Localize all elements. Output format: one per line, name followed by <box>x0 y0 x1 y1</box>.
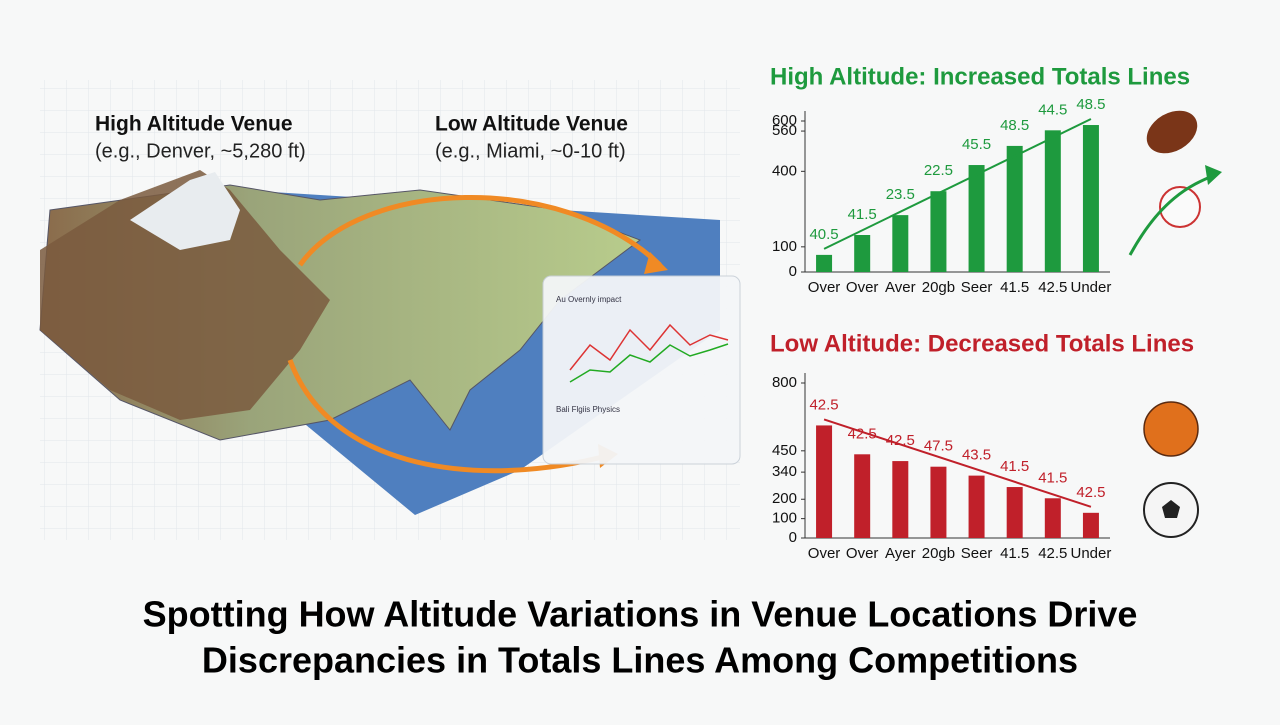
basketball-icon <box>1143 401 1199 457</box>
y-tick-label: 340 <box>772 463 797 480</box>
sport-icons <box>1128 110 1222 538</box>
bar <box>968 475 985 538</box>
x-tick-label: 41.5 <box>1000 545 1029 562</box>
snow <box>130 172 240 250</box>
x-tick-label: Over <box>846 279 879 296</box>
arrow-head <box>1205 165 1222 185</box>
chart-title: High Altitude: Increased Totals Lines <box>770 63 1190 90</box>
bar-annotation: 41.5 <box>1000 458 1029 475</box>
x-tick-label: Over <box>846 545 879 562</box>
map-note: (e.g., Denver, ~5,280 ft) <box>95 140 306 162</box>
bar <box>968 165 985 272</box>
arrow <box>297 195 662 267</box>
soccer-patch <box>1162 500 1180 518</box>
x-tick-label: Seer <box>961 279 993 296</box>
trend-arrow <box>823 418 1092 508</box>
y-tick-label: 400 <box>772 162 797 179</box>
bar-annotation: 45.5 <box>962 136 991 153</box>
bar <box>930 466 947 538</box>
y-tick-label: 800 <box>772 374 797 391</box>
bar-annotation: 41.5 <box>1038 469 1067 486</box>
headline: Discrepancies in Totals Lines Among Comp… <box>202 640 1078 681</box>
football-icon <box>1146 110 1198 154</box>
map-label: Low Altitude Venue <box>435 113 628 136</box>
x-tick-label: Under <box>1071 279 1112 296</box>
bar <box>1044 130 1061 272</box>
bar-annotation: 42.5 <box>886 432 915 449</box>
bar-annotation: 47.5 <box>924 438 953 455</box>
map-label: High Altitude Venue <box>95 113 293 136</box>
x-tick-label: 41.5 <box>1000 279 1029 296</box>
bar <box>930 191 947 272</box>
headline: Spotting How Altitude Variations in Venu… <box>143 594 1138 635</box>
y-tick-label: 560 <box>772 122 797 139</box>
bar <box>1044 498 1061 538</box>
bar-annotation: 40.5 <box>809 226 838 243</box>
panel-heading: Au Overnly impact <box>556 295 622 304</box>
bar <box>854 454 871 538</box>
map-note: (e.g., Miami, ~0-10 ft) <box>435 140 626 162</box>
bar-annotation: 23.5 <box>886 186 915 203</box>
bar <box>1006 145 1023 272</box>
trend-arrow <box>823 118 1092 250</box>
y-tick-label: 0 <box>789 529 797 546</box>
panel-section: Bali Flgiis Physics <box>556 405 620 414</box>
bar-annotation: 48.5 <box>1076 96 1105 113</box>
chart-title: Low Altitude: Decreased Totals Lines <box>770 330 1194 357</box>
bar-annotation: 48.5 <box>1000 117 1029 134</box>
bar-annotation: 41.5 <box>848 206 877 223</box>
x-tick-label: Under <box>1071 545 1112 562</box>
bar <box>1082 512 1099 538</box>
map-illustration: Au Overnly impact Bali Flgiis Physics Hi… <box>39 80 741 540</box>
bar <box>854 235 871 272</box>
y-tick-label: 600 <box>772 112 797 129</box>
bar <box>892 461 909 538</box>
bar <box>1006 487 1023 538</box>
bar-annotation: 22.5 <box>924 162 953 179</box>
x-tick-label: Over <box>808 279 841 296</box>
mountains <box>40 170 330 420</box>
bar-annotation: 44.5 <box>1038 101 1067 118</box>
x-tick-label: Aver <box>885 279 916 296</box>
baseball-icon <box>1159 186 1201 228</box>
arrow-head <box>644 252 668 274</box>
y-tick-label: 450 <box>772 442 797 459</box>
x-tick-label: Seer <box>961 545 993 562</box>
y-tick-label: 100 <box>772 510 797 527</box>
bar <box>816 425 833 538</box>
panel-line <box>569 343 729 383</box>
y-tick-label: 0 <box>789 263 797 280</box>
arrow <box>287 359 611 474</box>
y-tick-label: 100 <box>772 238 797 255</box>
bar <box>816 254 833 272</box>
x-tick-label: Over <box>808 545 841 562</box>
bar-annotation: 42.5 <box>809 396 838 413</box>
bar-annotation: 43.5 <box>962 447 991 464</box>
data-panel <box>542 275 741 465</box>
x-tick-label: 20gb <box>922 545 955 562</box>
x-tick-label: 42.5 <box>1038 279 1067 296</box>
x-tick-label: Ayer <box>885 545 916 562</box>
panel-line <box>569 323 729 371</box>
bar <box>1082 125 1099 272</box>
bar <box>892 215 909 272</box>
arrow <box>1128 173 1216 256</box>
bar-annotation: 42.5 <box>1076 484 1105 501</box>
y-tick-label: 200 <box>772 490 797 507</box>
x-tick-label: 20gb <box>922 279 955 296</box>
x-tick-label: 42.5 <box>1038 545 1067 562</box>
